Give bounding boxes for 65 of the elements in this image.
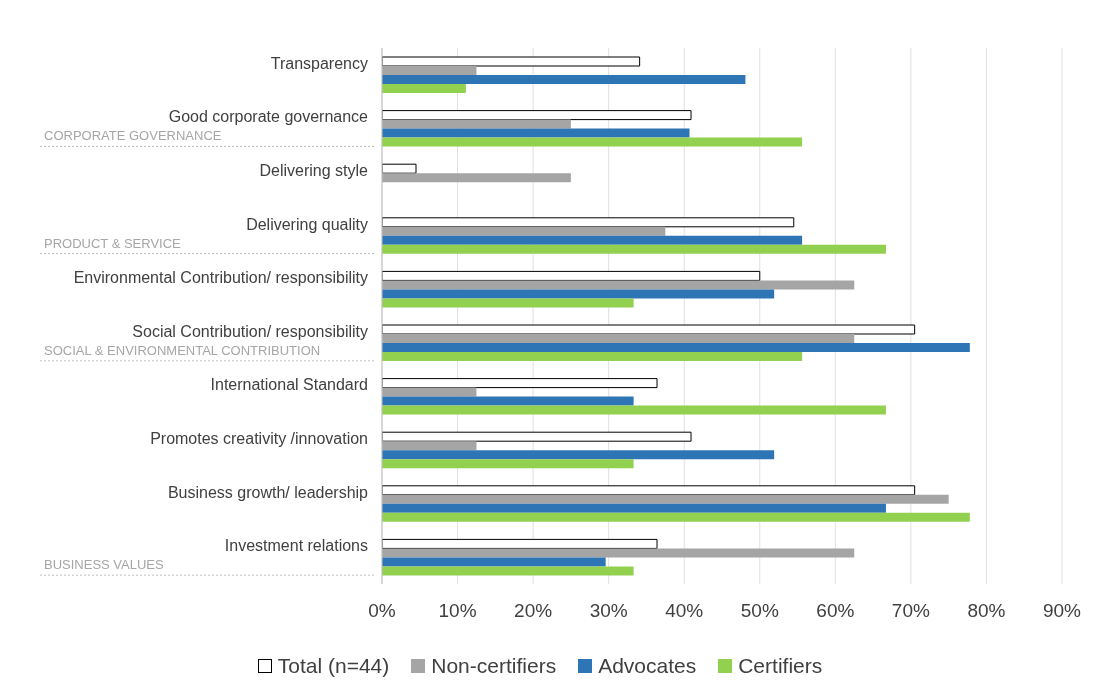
bar bbox=[382, 235, 803, 245]
legend-label: Non-certifiers bbox=[431, 654, 557, 678]
bar bbox=[382, 396, 634, 406]
x-tick-label: 50% bbox=[740, 600, 779, 622]
bar bbox=[382, 548, 855, 558]
x-tick-label: 30% bbox=[589, 600, 628, 622]
y-tick-label: Delivering quality bbox=[246, 215, 368, 233]
y-tick-label: Social Contribution/ responsibility bbox=[132, 322, 368, 340]
bar bbox=[382, 75, 746, 84]
bar bbox=[382, 485, 916, 496]
legend-label: Total (n=44) bbox=[277, 654, 390, 678]
bar bbox=[382, 378, 658, 389]
bar bbox=[382, 280, 855, 290]
bar bbox=[382, 84, 466, 93]
bar bbox=[382, 289, 775, 299]
bar bbox=[382, 441, 477, 451]
x-tick-label: 40% bbox=[665, 600, 704, 622]
bar bbox=[382, 226, 666, 236]
bar bbox=[382, 431, 692, 442]
bar bbox=[382, 334, 855, 343]
bar bbox=[382, 137, 803, 147]
x-tick-label: 60% bbox=[816, 600, 855, 622]
legend-label: Certifiers bbox=[738, 654, 823, 678]
text: BUSINESS VALUES bbox=[44, 557, 165, 573]
legend-label: Advocates bbox=[598, 654, 697, 678]
bar bbox=[382, 119, 571, 129]
x-tick-label: 80% bbox=[967, 600, 1006, 622]
x-tick-label: 10% bbox=[438, 600, 477, 622]
bar bbox=[382, 173, 571, 183]
x-tick-label: 70% bbox=[891, 600, 931, 622]
y-tick-label: Business growth/ leadership bbox=[167, 483, 369, 501]
bar bbox=[382, 512, 970, 522]
bar bbox=[382, 538, 658, 549]
bar bbox=[382, 298, 634, 308]
bar bbox=[382, 450, 775, 460]
x-tick-label: 20% bbox=[514, 600, 553, 622]
bar bbox=[382, 459, 634, 469]
x-tick-label: 90% bbox=[1042, 600, 1082, 622]
y-tick-label: Delivering style bbox=[259, 162, 369, 179]
text: CORPORATE GOVERNANCE bbox=[44, 128, 222, 144]
y-tick-label: Environmental Contribution/ responsibility bbox=[73, 269, 368, 287]
bar bbox=[382, 343, 970, 352]
bar bbox=[382, 405, 886, 415]
bar bbox=[382, 557, 606, 567]
bar bbox=[382, 217, 795, 228]
bar bbox=[382, 387, 477, 397]
bar bbox=[382, 270, 761, 281]
bar bbox=[382, 324, 916, 335]
y-tick-label: Investment relations bbox=[224, 537, 368, 555]
bar bbox=[382, 566, 634, 576]
y-tick-label: Promotes creativity /innovation bbox=[150, 430, 368, 447]
bar bbox=[382, 56, 641, 67]
bar bbox=[382, 503, 886, 513]
bar bbox=[382, 66, 477, 75]
x-tick-label: 0% bbox=[368, 600, 396, 622]
bar bbox=[382, 352, 803, 361]
bar bbox=[382, 128, 690, 138]
y-tick-label: Transparency bbox=[270, 54, 368, 72]
y-tick-label: International Standard bbox=[210, 376, 368, 394]
bar bbox=[382, 110, 692, 121]
text: PRODUCT & SERVICE bbox=[44, 235, 182, 251]
bar bbox=[382, 244, 886, 254]
y-tick-label: Good corporate governance bbox=[168, 108, 369, 126]
bar bbox=[382, 494, 949, 504]
text: SOCIAL & ENVIRONMENTAL CONTRIBUTION bbox=[44, 342, 321, 358]
